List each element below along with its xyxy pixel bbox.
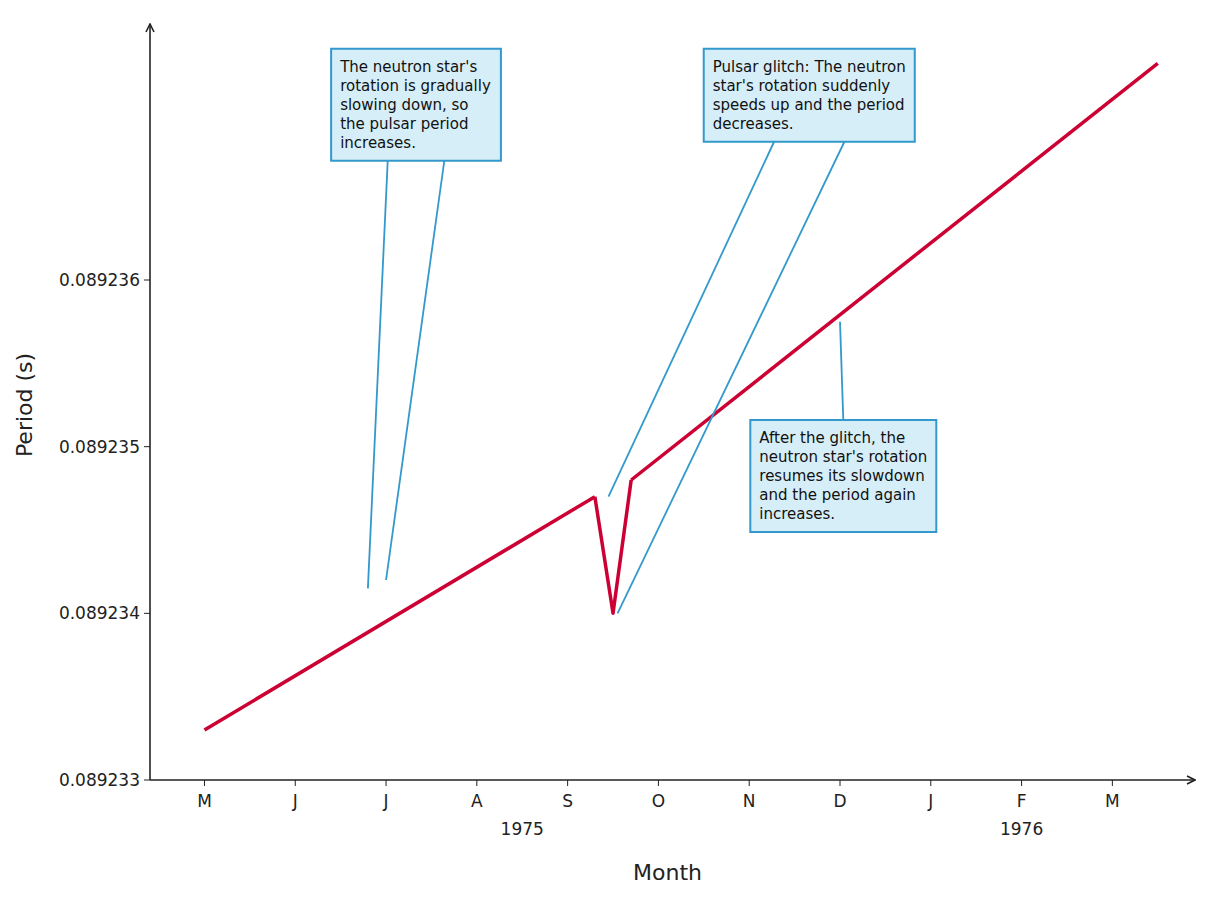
annotation-line: The neutron star's: [339, 58, 477, 76]
x-tick-label: J: [927, 791, 933, 811]
y-tick-label: 0.089234: [59, 603, 140, 623]
x-tick: [1021, 780, 1022, 786]
x-tick-label: F: [1017, 791, 1027, 811]
annotation-line: the pulsar period: [340, 115, 468, 133]
annotation-pointers: [368, 142, 845, 614]
annotation-pointer: [608, 142, 774, 497]
y-tick: [144, 780, 150, 781]
annotation-line: Pulsar glitch: The neutron: [713, 58, 906, 76]
x-tick-label: J: [383, 791, 389, 811]
annotation-text: Pulsar glitch: The neutronstar's rotatio…: [713, 58, 906, 133]
annotation: Pulsar glitch: The neutronstar's rotatio…: [704, 49, 915, 142]
year-label: 1976: [1000, 819, 1043, 839]
plot-area: [204, 63, 1157, 730]
annotation-pointer: [840, 322, 843, 420]
annotation-line: and the period again: [759, 486, 916, 504]
y-tick-label: 0.089233: [59, 770, 140, 790]
annotation-pointer: [386, 161, 444, 580]
y-tick-label: 0.089235: [59, 437, 140, 457]
y-tick: [144, 280, 150, 281]
annotation-text: After the glitch, theneutron star's rota…: [759, 429, 927, 523]
y-axis-label: Period (s): [12, 353, 37, 457]
data-line: [595, 480, 631, 613]
annotation-line: rotation is gradually: [340, 77, 491, 95]
annotation-line: neutron star's rotation: [759, 448, 927, 466]
annotation-line: speeds up and the period: [713, 96, 905, 114]
y-axis: [149, 24, 151, 780]
annotation: The neutron star'srotation is graduallys…: [331, 49, 501, 161]
x-tick-label: M: [1105, 791, 1120, 811]
x-tick: [476, 780, 477, 786]
x-axis-label: Month: [633, 860, 702, 885]
data-line: [204, 497, 594, 730]
x-tick-label: J: [292, 791, 298, 811]
year-label: 1975: [501, 819, 544, 839]
x-tick-label: O: [652, 791, 665, 811]
chart: M J J A S O N D J F M 0.089233 0.089234 0.089235 0.089…: [0, 0, 1225, 900]
annotation-line: resumes its slowdown: [759, 467, 924, 485]
x-tick: [386, 780, 387, 786]
x-tick: [295, 780, 296, 786]
x-axis: [150, 779, 1195, 781]
annotation-text: The neutron star'srotation is graduallys…: [339, 58, 491, 152]
x-tick: [930, 780, 931, 786]
annotation-line: star's rotation suddenly: [713, 77, 891, 95]
x-tick: [204, 780, 205, 786]
y-tick: [144, 446, 150, 447]
x-tick: [1112, 780, 1113, 786]
x-tick-label: A: [471, 791, 483, 811]
annotation-pointer: [368, 161, 388, 589]
annotation-line: increases.: [340, 134, 416, 152]
x-tick: [567, 780, 568, 786]
x-tick-label: M: [197, 791, 212, 811]
x-tick: [840, 780, 841, 786]
x-tick-label: S: [562, 791, 573, 811]
y-tick-label: 0.089236: [59, 270, 140, 290]
annotation-line: decreases.: [713, 115, 794, 133]
x-tick: [749, 780, 750, 786]
annotation-pointer: [618, 142, 845, 614]
annotation-boxes: The neutron star'srotation is graduallys…: [331, 49, 936, 532]
annotation-line: slowing down, so: [340, 96, 468, 114]
annotation-box: [331, 49, 501, 161]
x-tick-label: N: [743, 791, 756, 811]
annotation-box: [704, 49, 915, 142]
annotation-line: After the glitch, the: [759, 429, 905, 447]
x-tick-label: D: [833, 791, 846, 811]
x-tick: [658, 780, 659, 786]
annotation: After the glitch, theneutron star's rota…: [750, 420, 936, 532]
y-tick: [144, 613, 150, 614]
annotation-line: increases.: [759, 505, 835, 523]
annotation-box: [750, 420, 936, 532]
